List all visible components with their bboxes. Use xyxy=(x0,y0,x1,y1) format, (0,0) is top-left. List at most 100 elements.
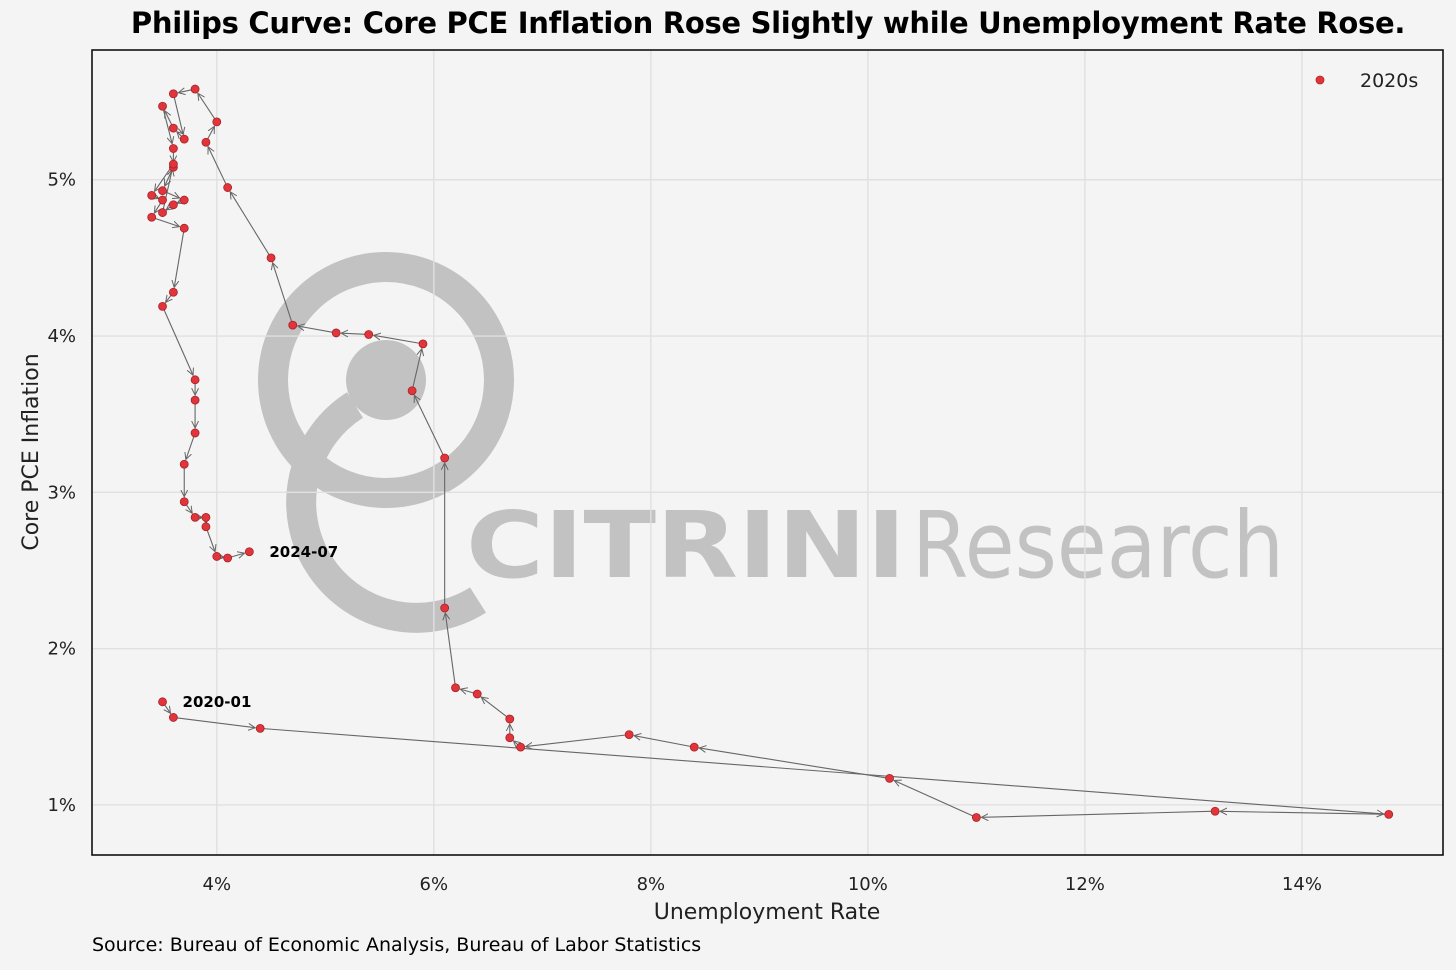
data-point xyxy=(168,200,178,210)
y-axis-label: Core PCE Inflation xyxy=(19,353,44,550)
data-point xyxy=(223,183,233,192)
watermark-text-bold: CITRINI xyxy=(466,492,906,599)
data-point xyxy=(190,512,200,522)
series-arrow xyxy=(699,748,890,779)
legend: 2020s xyxy=(1315,70,1418,92)
data-point xyxy=(168,89,178,99)
data-point xyxy=(201,522,211,532)
series-arrows xyxy=(152,89,1389,817)
data-point xyxy=(179,134,189,144)
data-point xyxy=(190,84,200,94)
legend-label: 2020s xyxy=(1360,70,1418,92)
series-arrow xyxy=(173,716,255,727)
x-tick-label: 8% xyxy=(637,874,666,895)
data-point xyxy=(179,459,189,469)
data-point xyxy=(158,195,167,205)
x-tick-label: 6% xyxy=(420,874,449,895)
data-point xyxy=(201,137,211,147)
data-point xyxy=(158,301,167,311)
data-point xyxy=(1210,806,1220,816)
data-point xyxy=(190,395,200,405)
watermark-text-light: Research xyxy=(912,492,1284,599)
series-arrow xyxy=(634,736,695,748)
data-point xyxy=(190,375,200,385)
series-arrow xyxy=(981,810,1216,817)
grid xyxy=(92,50,1443,855)
x-tick-label: 12% xyxy=(1065,874,1105,895)
data-point xyxy=(158,101,167,111)
y-tick-label: 3% xyxy=(47,482,76,503)
data-point xyxy=(505,714,515,724)
data-point xyxy=(168,287,178,297)
y-tick-label: 5% xyxy=(47,170,76,191)
series-arrow xyxy=(172,93,183,134)
series-arrow xyxy=(260,727,1384,814)
data-point xyxy=(516,742,526,752)
data-point xyxy=(364,330,374,339)
data-point xyxy=(190,428,200,438)
data-point xyxy=(255,723,265,733)
series-arrow xyxy=(162,106,173,143)
series-arrow xyxy=(526,734,630,747)
series-arrow xyxy=(162,306,194,375)
data-point xyxy=(158,186,167,196)
x-tick-label: 4% xyxy=(203,874,232,895)
point-annotation: 2024-07 xyxy=(269,543,338,561)
series-arrow xyxy=(481,697,511,720)
watermark-dot xyxy=(346,340,426,420)
y-tick-label: 1% xyxy=(47,795,76,816)
series-arrow xyxy=(273,263,294,326)
data-point xyxy=(223,553,233,563)
x-tick-label: 14% xyxy=(1282,874,1322,895)
data-point xyxy=(288,320,298,330)
data-point xyxy=(168,159,178,169)
series-arrow xyxy=(151,216,180,226)
point-annotation: 2020-01 xyxy=(183,693,252,711)
data-point xyxy=(168,144,178,153)
source-note: Source: Bureau of Economic Analysis, Bur… xyxy=(92,934,702,956)
series-arrow xyxy=(411,349,422,391)
data-point xyxy=(147,212,157,222)
series-arrow xyxy=(161,169,173,213)
data-point xyxy=(624,730,634,740)
data-point xyxy=(244,547,254,557)
series-arrow xyxy=(1220,811,1389,814)
plot-frame xyxy=(91,49,1444,856)
data-point xyxy=(266,253,276,263)
x-tick-label: 10% xyxy=(848,874,888,895)
data-point xyxy=(407,386,417,396)
series-arrow xyxy=(186,432,196,460)
data-point xyxy=(179,223,189,233)
data-point xyxy=(440,453,450,463)
data-point xyxy=(418,339,428,349)
data-point xyxy=(201,512,211,522)
x-axis-label: Unemployment Rate xyxy=(654,900,881,925)
data-point xyxy=(158,697,167,707)
watermark-ring-lower xyxy=(286,392,486,633)
data-point xyxy=(331,328,341,338)
series-arrow xyxy=(208,147,229,188)
y-axis-ticks: 1% 2% 3% 4% 5% xyxy=(47,170,76,816)
series-arrow xyxy=(445,613,457,688)
series-arrow xyxy=(414,395,446,459)
data-point xyxy=(971,813,981,822)
series-arrow xyxy=(374,335,424,345)
data-point xyxy=(212,552,222,561)
data-point xyxy=(168,713,178,722)
y-tick-label: 2% xyxy=(47,639,76,660)
series-arrow xyxy=(298,326,337,334)
legend-marker xyxy=(1315,75,1325,85)
data-point xyxy=(179,497,189,507)
data-point xyxy=(440,603,450,613)
chart-title: Philips Curve: Core PCE Inflation Rose S… xyxy=(130,6,1406,40)
data-point xyxy=(472,689,482,699)
data-point xyxy=(179,195,189,205)
series-arrow xyxy=(341,333,369,334)
citrini-research-watermark: CITRINI Research xyxy=(258,252,1284,633)
data-point xyxy=(168,123,178,133)
series-arrow xyxy=(174,228,185,287)
data-point xyxy=(212,117,222,127)
x-axis-ticks: 4% 6% 8% 10% 12% 14% xyxy=(203,874,1322,895)
data-point xyxy=(689,742,699,752)
